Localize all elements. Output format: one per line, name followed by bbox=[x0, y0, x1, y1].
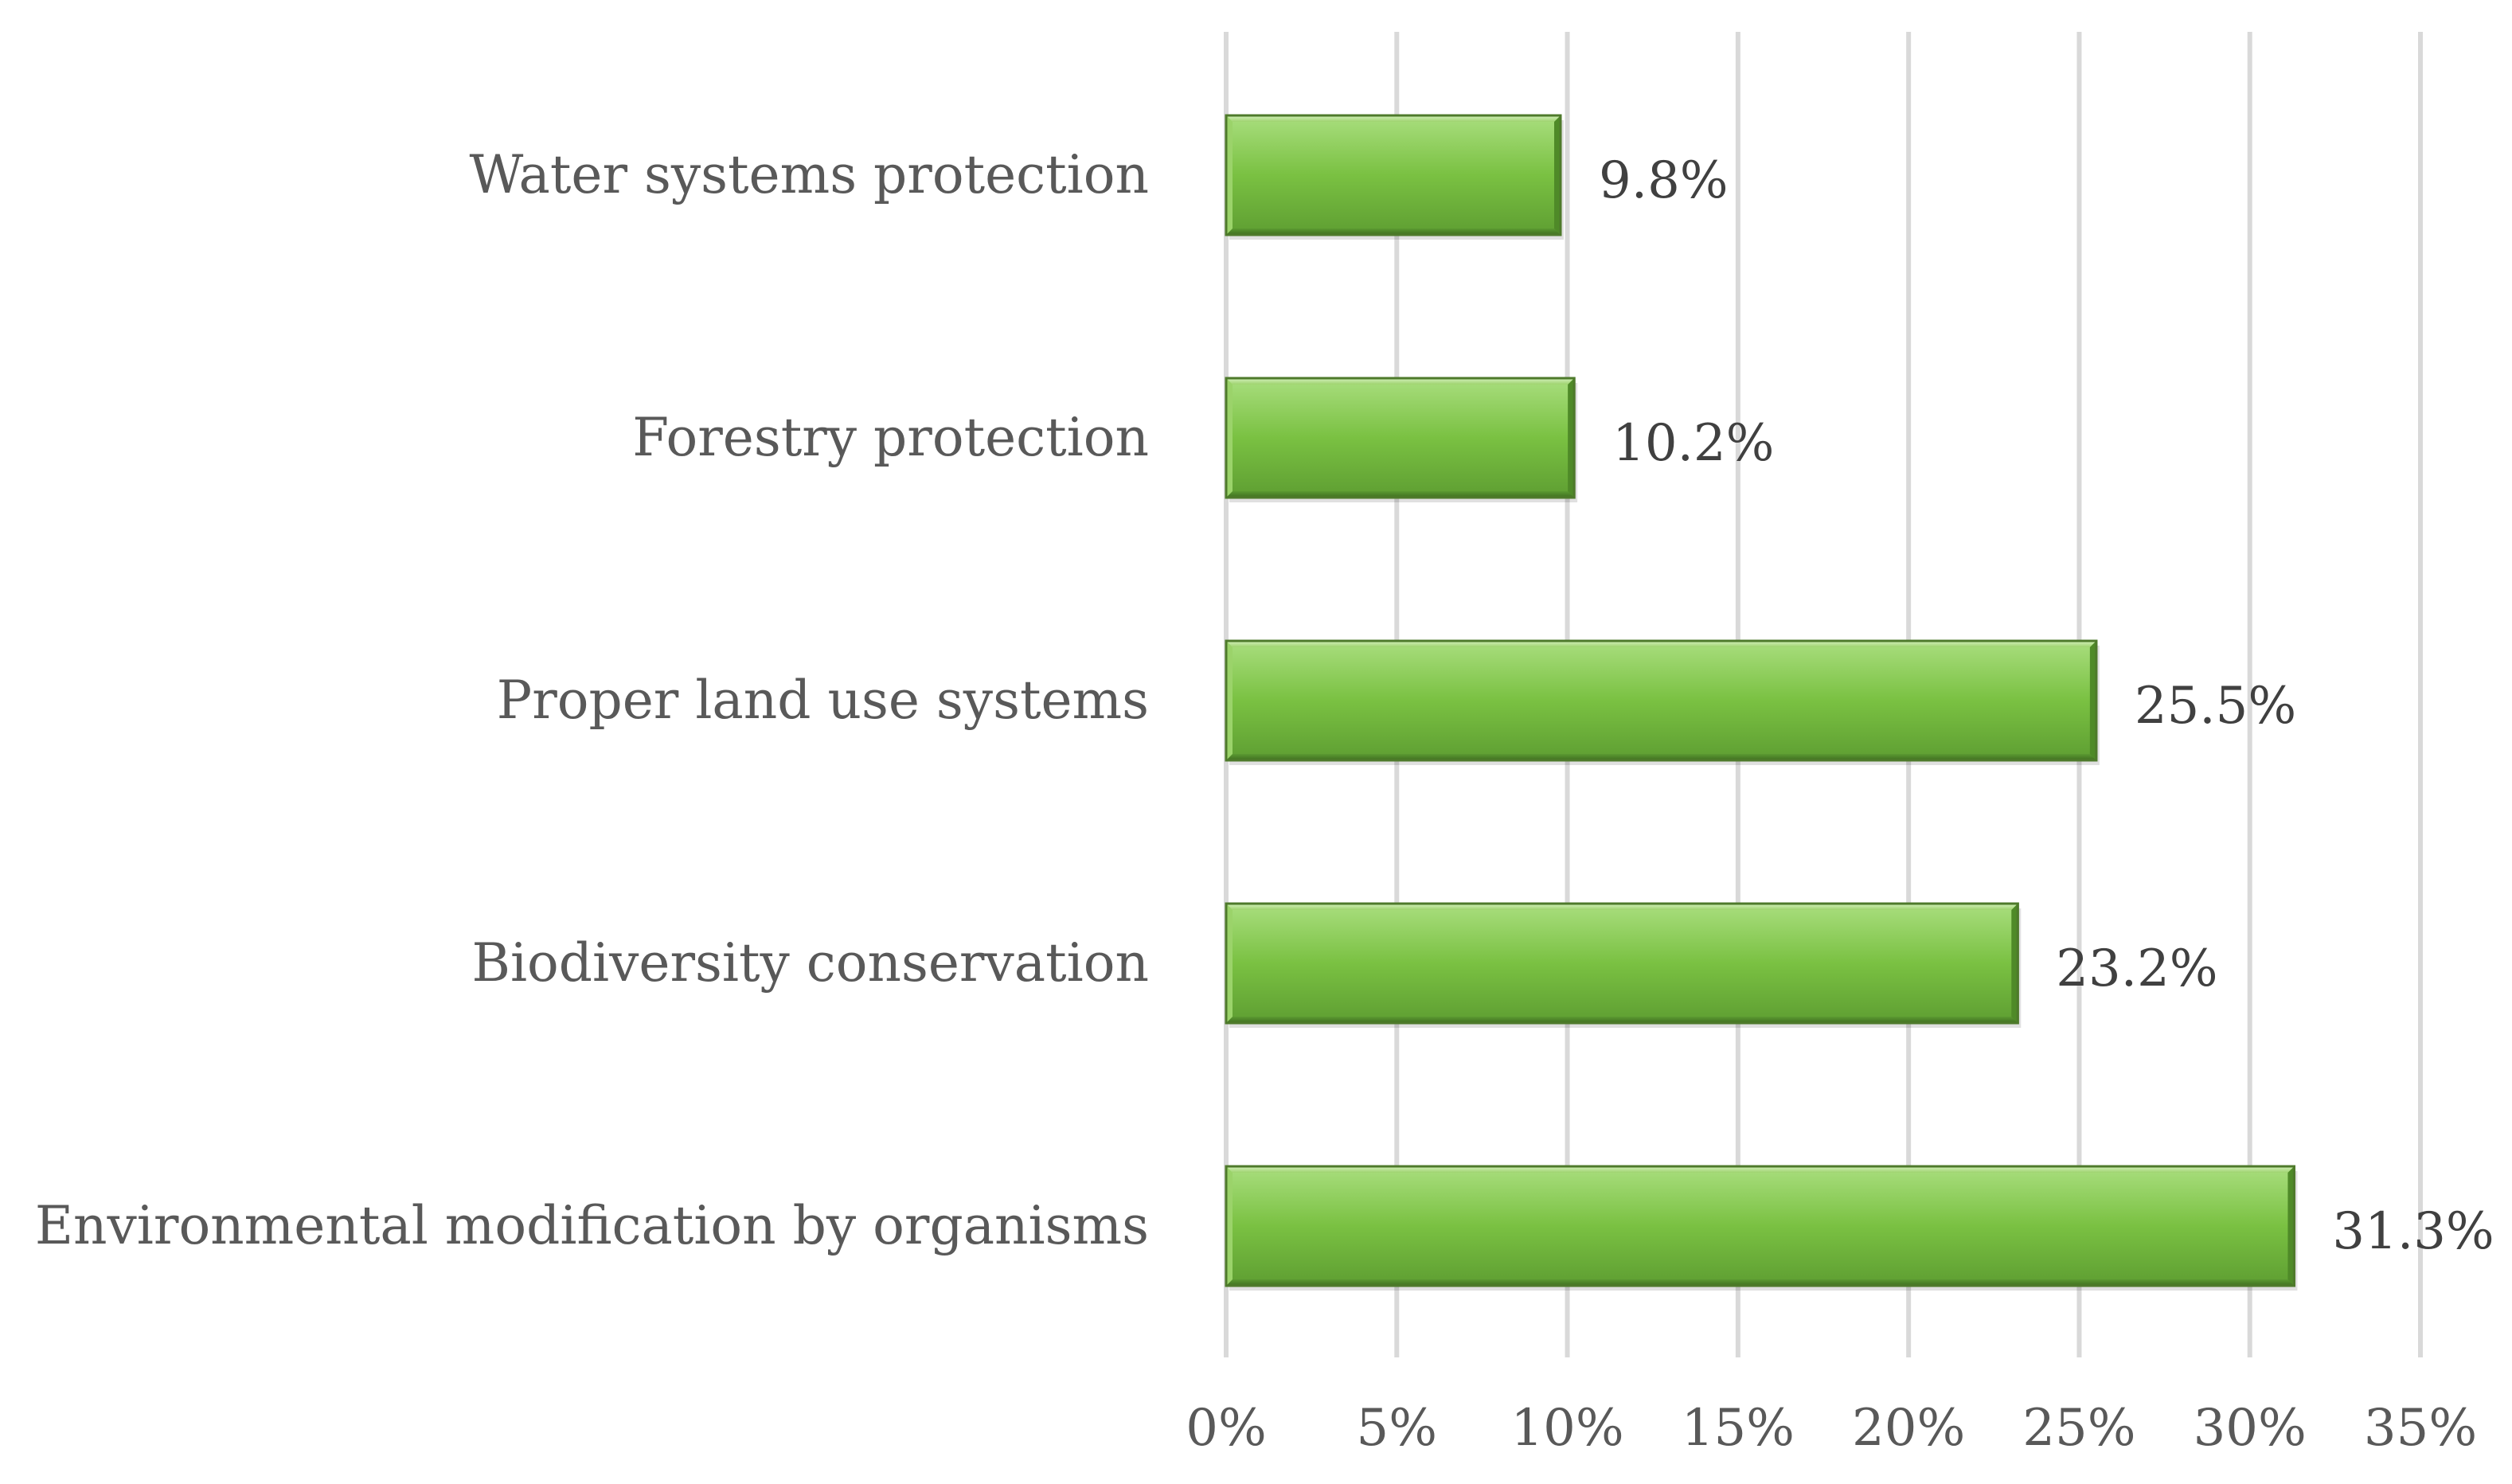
bars bbox=[1225, 114, 2298, 1291]
x-tick-label: 15% bbox=[1682, 1399, 1795, 1458]
category-label: Biodiversity conservation bbox=[471, 932, 1149, 994]
x-tick-label: 0% bbox=[1186, 1399, 1267, 1458]
x-tick-label: 25% bbox=[2022, 1399, 2135, 1458]
x-tick-label: 5% bbox=[1357, 1399, 1438, 1458]
x-axis-tick-labels: 0% 5% 10% 15% 20% 25% 30% 35% bbox=[1186, 1399, 2477, 1458]
data-label: 10.2% bbox=[1612, 414, 1774, 473]
bar bbox=[1225, 114, 1564, 240]
x-tick-label: 30% bbox=[2194, 1399, 2307, 1458]
data-label: 25.5% bbox=[2135, 677, 2296, 736]
x-tick-label: 35% bbox=[2364, 1399, 2477, 1458]
bar bbox=[1225, 1165, 2298, 1291]
category-label: Water systems protection bbox=[469, 144, 1149, 205]
data-label: 9.8% bbox=[1599, 151, 1729, 210]
data-label: 23.2% bbox=[2056, 939, 2217, 998]
data-labels: 9.8% 10.2% 25.5% 23.2% 31.3% bbox=[1599, 151, 2494, 1261]
category-label: Environmental modification by organisms bbox=[35, 1195, 1149, 1256]
bar bbox=[1225, 377, 1578, 502]
category-label: Proper land use systems bbox=[497, 670, 1149, 731]
category-labels: Water systems protection Forestry protect… bbox=[35, 144, 1149, 1256]
bar bbox=[1225, 902, 2022, 1028]
x-tick-label: 20% bbox=[1852, 1399, 1965, 1458]
data-label: 31.3% bbox=[2332, 1202, 2494, 1261]
x-tick-label: 10% bbox=[1510, 1399, 1623, 1458]
category-label: Forestry protection bbox=[632, 407, 1149, 468]
bar bbox=[1225, 639, 2100, 765]
